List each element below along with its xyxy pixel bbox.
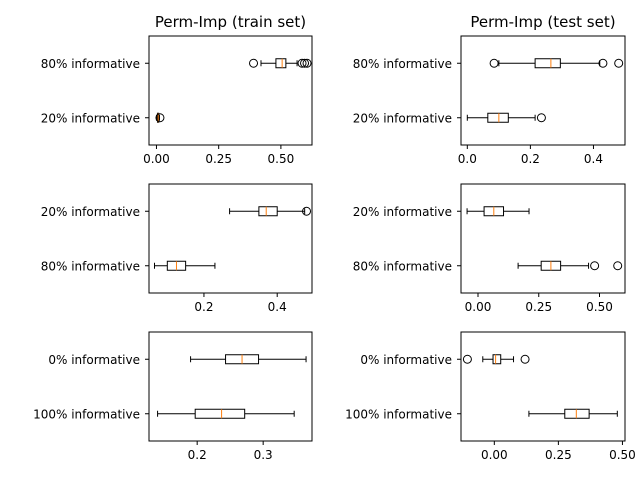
x-tick-label: 0.50 — [609, 448, 636, 462]
x-tick-label: 0.00 — [143, 152, 170, 166]
outlier-point — [614, 58, 624, 68]
y-tick-label: 80% informative — [353, 259, 452, 273]
outlier-point — [155, 113, 165, 123]
y-tick-label: 100% informative — [33, 407, 140, 421]
y-tick-label: 0% informative — [48, 353, 140, 367]
subplot-4: 0.00 0.25 0.50 20% informative 80% informati… — [353, 183, 626, 314]
subplot-5: 0.2 0.3 0% informative 100% informative — [33, 331, 313, 462]
outlier-point — [613, 261, 623, 271]
box-1 — [462, 354, 530, 365]
outlier-point — [300, 58, 310, 68]
x-tick-label: 0.0 — [458, 152, 477, 166]
plot-frame — [148, 35, 313, 146]
outlier-point — [302, 206, 312, 216]
subplot-3: 0.2 0.4 20% informative 80% informative — [41, 183, 313, 314]
outlier-point — [297, 58, 307, 68]
box-1 — [190, 354, 307, 365]
y-tick-label: 0% informative — [360, 353, 452, 367]
subplot-1: Perm-Imp (train set) 0.00 0.25 0.50 80% info… — [41, 13, 313, 166]
y-tick-label: 80% informative — [41, 57, 140, 71]
outlier-point — [249, 58, 259, 68]
y-tick-label: 80% informative — [353, 57, 452, 71]
box-1 — [466, 206, 530, 217]
y-tick-label: 100% informative — [345, 407, 452, 421]
plot-frame — [460, 183, 626, 294]
x-tick-label: 0.50 — [586, 300, 613, 314]
outlier-point — [302, 58, 312, 68]
y-tick-label: 80% informative — [41, 259, 140, 273]
x-tick-label: 0.2 — [194, 300, 213, 314]
outlier-point — [536, 113, 546, 123]
plot-frame — [148, 183, 313, 294]
subplot-2: Perm-Imp (test set) 0.0 0.2 0.4 80% informat… — [353, 13, 626, 166]
x-tick-label: 0.25 — [525, 300, 552, 314]
plot-frame — [460, 35, 626, 146]
x-tick-label: 0.4 — [584, 152, 603, 166]
iqr-box — [492, 354, 502, 365]
iqr-box — [487, 112, 509, 123]
iqr-box — [275, 58, 287, 69]
box-1 — [229, 206, 312, 217]
x-tick-label: 0.00 — [481, 448, 508, 462]
x-tick-label: 0.2 — [188, 448, 207, 462]
plot-frame — [148, 331, 313, 442]
y-tick-label: 20% informative — [353, 111, 452, 125]
y-tick-label: 20% informative — [353, 205, 452, 219]
x-tick-label: 0.2 — [521, 152, 540, 166]
outlier-point — [520, 354, 530, 364]
x-tick-label: 0.50 — [268, 152, 295, 166]
outlier-point — [590, 261, 600, 271]
iqr-box — [258, 206, 278, 217]
subplot-6: 0.00 0.25 0.50 0% informative 100% informati… — [345, 331, 636, 462]
outlier-point — [489, 58, 499, 68]
iqr-box — [534, 58, 561, 69]
y-tick-label: 20% informative — [41, 205, 140, 219]
iqr-box — [194, 408, 246, 419]
chart-title: Perm-Imp (test set) — [470, 13, 615, 31]
outlier-point — [462, 354, 472, 364]
box-1 — [489, 58, 624, 69]
box-2 — [517, 260, 623, 271]
plot-frame — [460, 331, 626, 442]
x-tick-label: 0.00 — [465, 300, 492, 314]
x-tick-label: 0.25 — [205, 152, 232, 166]
box-2 — [155, 112, 165, 123]
box-2 — [153, 260, 216, 271]
x-tick-label: 0.25 — [545, 448, 572, 462]
x-tick-label: 0.3 — [254, 448, 273, 462]
outlier-point — [598, 58, 608, 68]
box-2 — [466, 112, 546, 123]
y-tick-label: 20% informative — [41, 111, 140, 125]
box-1 — [249, 58, 312, 69]
box-2 — [157, 408, 295, 419]
chart-title: Perm-Imp (train set) — [155, 13, 306, 31]
box-2 — [528, 408, 618, 419]
iqr-box — [564, 408, 590, 419]
x-tick-label: 0.4 — [268, 300, 287, 314]
